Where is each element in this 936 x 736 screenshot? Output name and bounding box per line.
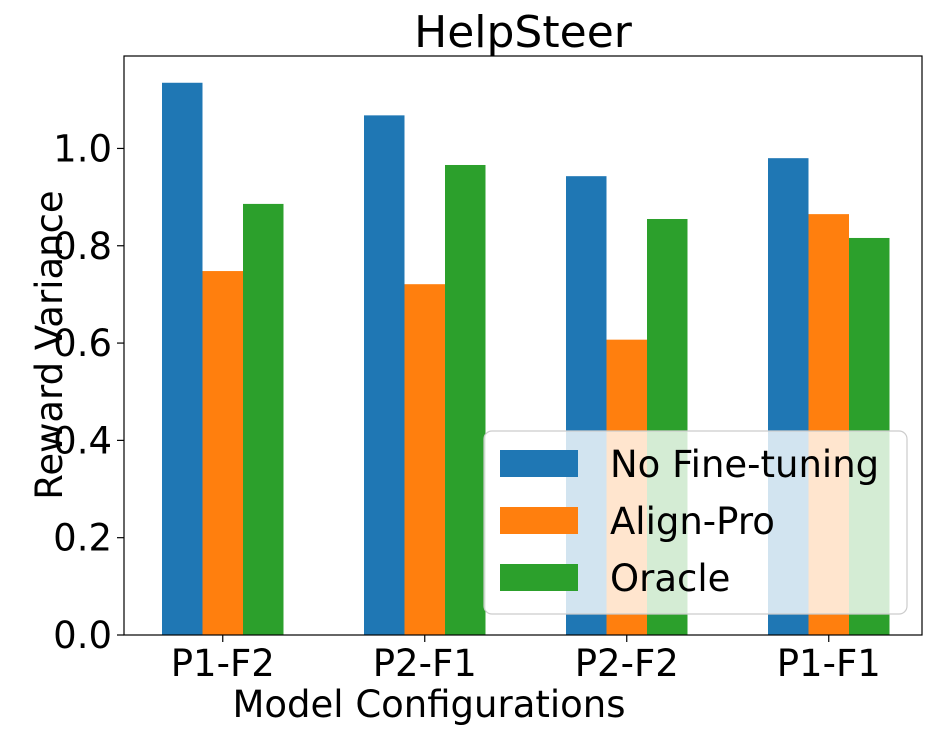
y-axis: 0.0 0.2 0.4 0.6 0.8 1.0 — [53, 127, 124, 657]
x-axis: P1-F2 P2-F1 P2-F2 P1-F1 — [171, 635, 881, 685]
chart-title: HelpSteer — [414, 7, 633, 58]
x-axis-label: Model Configurations — [232, 683, 625, 726]
bar-align-pro-p1-f2 — [202, 271, 243, 635]
y-tick-label: 0.6 — [53, 322, 112, 365]
legend-swatch-oracle — [500, 564, 578, 591]
bar-no-fine-tuning-p2-f1 — [364, 115, 405, 635]
legend: No Fine-tuning Align-Pro Oracle — [483, 430, 908, 615]
plot-frame — [123, 55, 923, 636]
x-tick-label: P1-F1 — [777, 642, 881, 685]
y-axis-label: Reward Variance — [28, 190, 71, 499]
legend-label-oracle: Oracle — [610, 557, 730, 600]
x-tick-label: P2-F1 — [373, 642, 477, 685]
y-tick-label: 1.0 — [53, 127, 112, 170]
bar-oracle-p2-f1 — [445, 164, 486, 636]
y-tick-label: 0.2 — [53, 517, 112, 560]
x-tick-label: P1-F2 — [171, 642, 275, 685]
legend-swatch-align-pro — [500, 507, 578, 534]
legend-label-no-fine-tuning: No Fine-tuning — [610, 443, 879, 486]
x-tick-label: P2-F2 — [575, 642, 679, 685]
legend-box — [483, 430, 908, 615]
bar-align-pro-p2-f1 — [404, 284, 445, 635]
y-tick-label: 0.8 — [53, 225, 112, 268]
bar-no-fine-tuning-p1-f2 — [162, 82, 203, 636]
y-tick-label: 0.4 — [53, 419, 112, 462]
y-tick-label: 0.0 — [53, 614, 112, 657]
bar-oracle-p1-f2 — [243, 203, 284, 635]
legend-label-align-pro: Align-Pro — [610, 500, 775, 543]
legend-swatch-no-fine-tuning — [500, 450, 578, 477]
